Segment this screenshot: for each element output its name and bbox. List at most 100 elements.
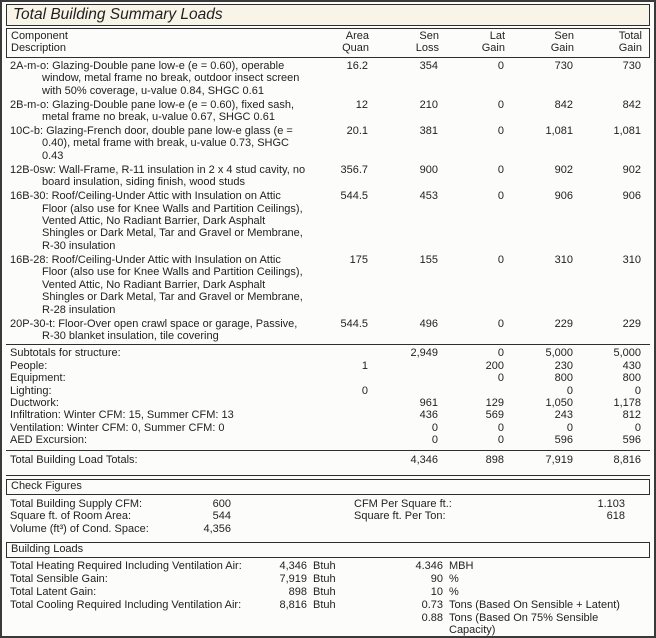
subtotal-label: People: [10,359,48,372]
cell-sen-gain: 5,000 [545,347,573,360]
subtotal-row: Ventilation: Winter CFM: 0, Summer CFM: … [6,422,650,434]
check-left-value: 600 [212,497,231,510]
column-header-gain-2: Gain [550,42,574,55]
cell-sen-gain: 230 [554,359,573,372]
component-rows: 2A-m-o: Glazing-Double pane low-e (e = 0… [6,59,650,343]
cell-sen-loss: 210 [419,98,438,111]
totals-sen-gain: 7,919 [545,453,573,466]
cell-sen-loss: 436 [419,409,438,422]
cell-lat-gain: 0 [497,253,504,266]
cell-total-gain: 1,081 [613,125,641,138]
table-row: 12B-0sw: Wall-Frame, R-11 insulation in … [6,164,650,189]
column-header-sen-gain: Sen [554,30,574,42]
cell-sen-loss: 0 [431,421,438,434]
totals-area [308,454,368,466]
cell-sen-gain: 1,050 [545,396,573,409]
building-loads-row: Total Sensible Gain: 7,919 Btuh 90% [6,573,650,585]
building-load-unit-btuh: Btuh [313,560,336,573]
cell-sen-loss: 961 [419,396,438,409]
cell-area-quan: 356.7 [340,163,368,176]
cell-area-quan: 0 [361,384,368,397]
building-load-label [10,612,236,636]
cell-total-gain: 596 [622,434,641,447]
cell-lat-gain: 0 [497,434,504,447]
spacer [231,523,354,535]
cell-area-quan [308,347,368,359]
check-left-value: 4,356 [203,522,231,535]
table-row: 2A-m-o: Glazing-Double pane low-e (e = 0… [6,60,650,97]
building-load-label: Total Latent Gain: [10,586,97,598]
subtotal-row: Subtotals for structure: 2,949 0 5,000 5,000 [6,347,650,359]
building-load-value-secondary: 0.88 [421,611,443,624]
building-load-unit-secondary: % [449,573,459,586]
cell-area-quan: 1 [361,359,368,372]
cell-area-quan [308,422,368,434]
column-header-quan: Quan [342,42,369,55]
column-header-loss: Loss [415,42,439,55]
cell-sen-loss: 0 [431,434,438,447]
subtotal-label: Equipment: [10,372,66,385]
table-row: 20P-30-t: Floor-Over open crawl space or… [6,318,650,343]
cell-lat-gain: 0 [497,163,504,176]
cell-sen-gain: 0 [566,421,573,434]
check-figures-header: Check Figures [6,478,650,495]
check-right-label: CFM Per Square ft.: [354,497,452,510]
subtotal-rows: Subtotals for structure: 2,949 0 5,000 5,000… [6,344,650,446]
building-load-value-secondary: 0.73 [421,598,443,611]
check-right-value [504,523,625,535]
cell-sen-loss: 381 [419,125,438,138]
building-loads-row: 0.88 Tons (Based On 75% Sensible Capacity… [6,611,650,636]
spacer [231,510,354,522]
subtotal-label: Infiltration: Winter CFM: 15, Summer CFM… [10,409,234,422]
building-load-unit-secondary: Tons (Based On Sensible + Latent) [449,598,620,611]
column-header-area: Area [345,30,369,42]
building-loads-row: Total Heating Required Including Ventila… [6,560,650,572]
cell-area-quan [308,372,368,384]
cell-area-quan [308,434,368,446]
totals-total-gain: 8,816 [613,453,641,466]
building-load-value-secondary: 4.346 [415,560,443,573]
component-description: 10C-b: Glazing-French door, double pane … [10,125,293,162]
cell-sen-loss: 900 [419,163,438,176]
component-description: 2A-m-o: Glazing-Double pane low-e (e = 0… [10,59,300,97]
subtotal-label: Lighting: [10,384,52,397]
cell-area-quan: 16.2 [346,59,368,72]
cell-total-gain: 906 [622,190,641,203]
building-load-unit-btuh: Btuh [313,573,336,586]
cell-total-gain: 730 [622,59,641,72]
check-figures-row: Volume (ft³) of Cond. Space: 4,356 [6,523,650,535]
building-loads-row: Total Latent Gain: 898 Btuh 10% [6,586,650,598]
building-loads-row: Total Cooling Required Including Ventila… [6,599,650,611]
cell-lat-gain: 0 [497,347,504,360]
cell-area-quan: 175 [349,253,368,266]
table-header: Component Area Sen Lat Sen Total Descrip… [6,28,650,58]
cell-lat-gain: 0 [497,125,504,138]
table-header-line-1: Component Area Sen Lat Sen Total [7,30,649,42]
cell-total-gain: 0 [634,421,641,434]
check-left-label: Square ft. of Room Area: [10,510,132,523]
building-loads-rows: Total Heating Required Including Ventila… [6,558,650,636]
cell-area-quan [308,397,368,409]
column-header-gain-1: Gain [481,42,505,55]
building-load-unit-btuh: Btuh [313,586,336,598]
building-load-value-btuh: 8,816 [279,598,307,611]
cell-area-quan: 20.1 [346,125,368,138]
totals-label: Total Building Load Totals: [10,453,138,466]
check-left-value: 544 [212,510,231,523]
column-header-gain-3: Gain [618,42,642,55]
building-load-value-btuh: 4,346 [279,560,307,573]
subtotal-row: AED Excursion: 0 0 596 596 [6,434,650,446]
check-figures-rows: Total Building Supply CFM: 600 CFM Per Squ… [6,495,650,539]
component-description: 16B-30: Roof/Ceiling-Under Attic with In… [10,190,303,252]
cell-lat-gain: 129 [485,396,504,409]
cell-sen-gain: 0 [566,384,573,397]
cell-sen-loss: 354 [419,59,438,72]
building-load-value-secondary: 10 [430,586,443,598]
component-description: 20P-30-t: Floor-Over open crawl space or… [10,317,298,342]
building-load-value-btuh: 898 [288,586,307,598]
check-figures-row: Square ft. of Room Area: 544 Square ft. Pe… [6,510,650,522]
subtotal-row: Ductwork: 961 129 1,050 1,178 [6,397,650,409]
cell-area-quan: 544.5 [340,190,368,203]
building-load-unit-btuh [307,612,353,636]
